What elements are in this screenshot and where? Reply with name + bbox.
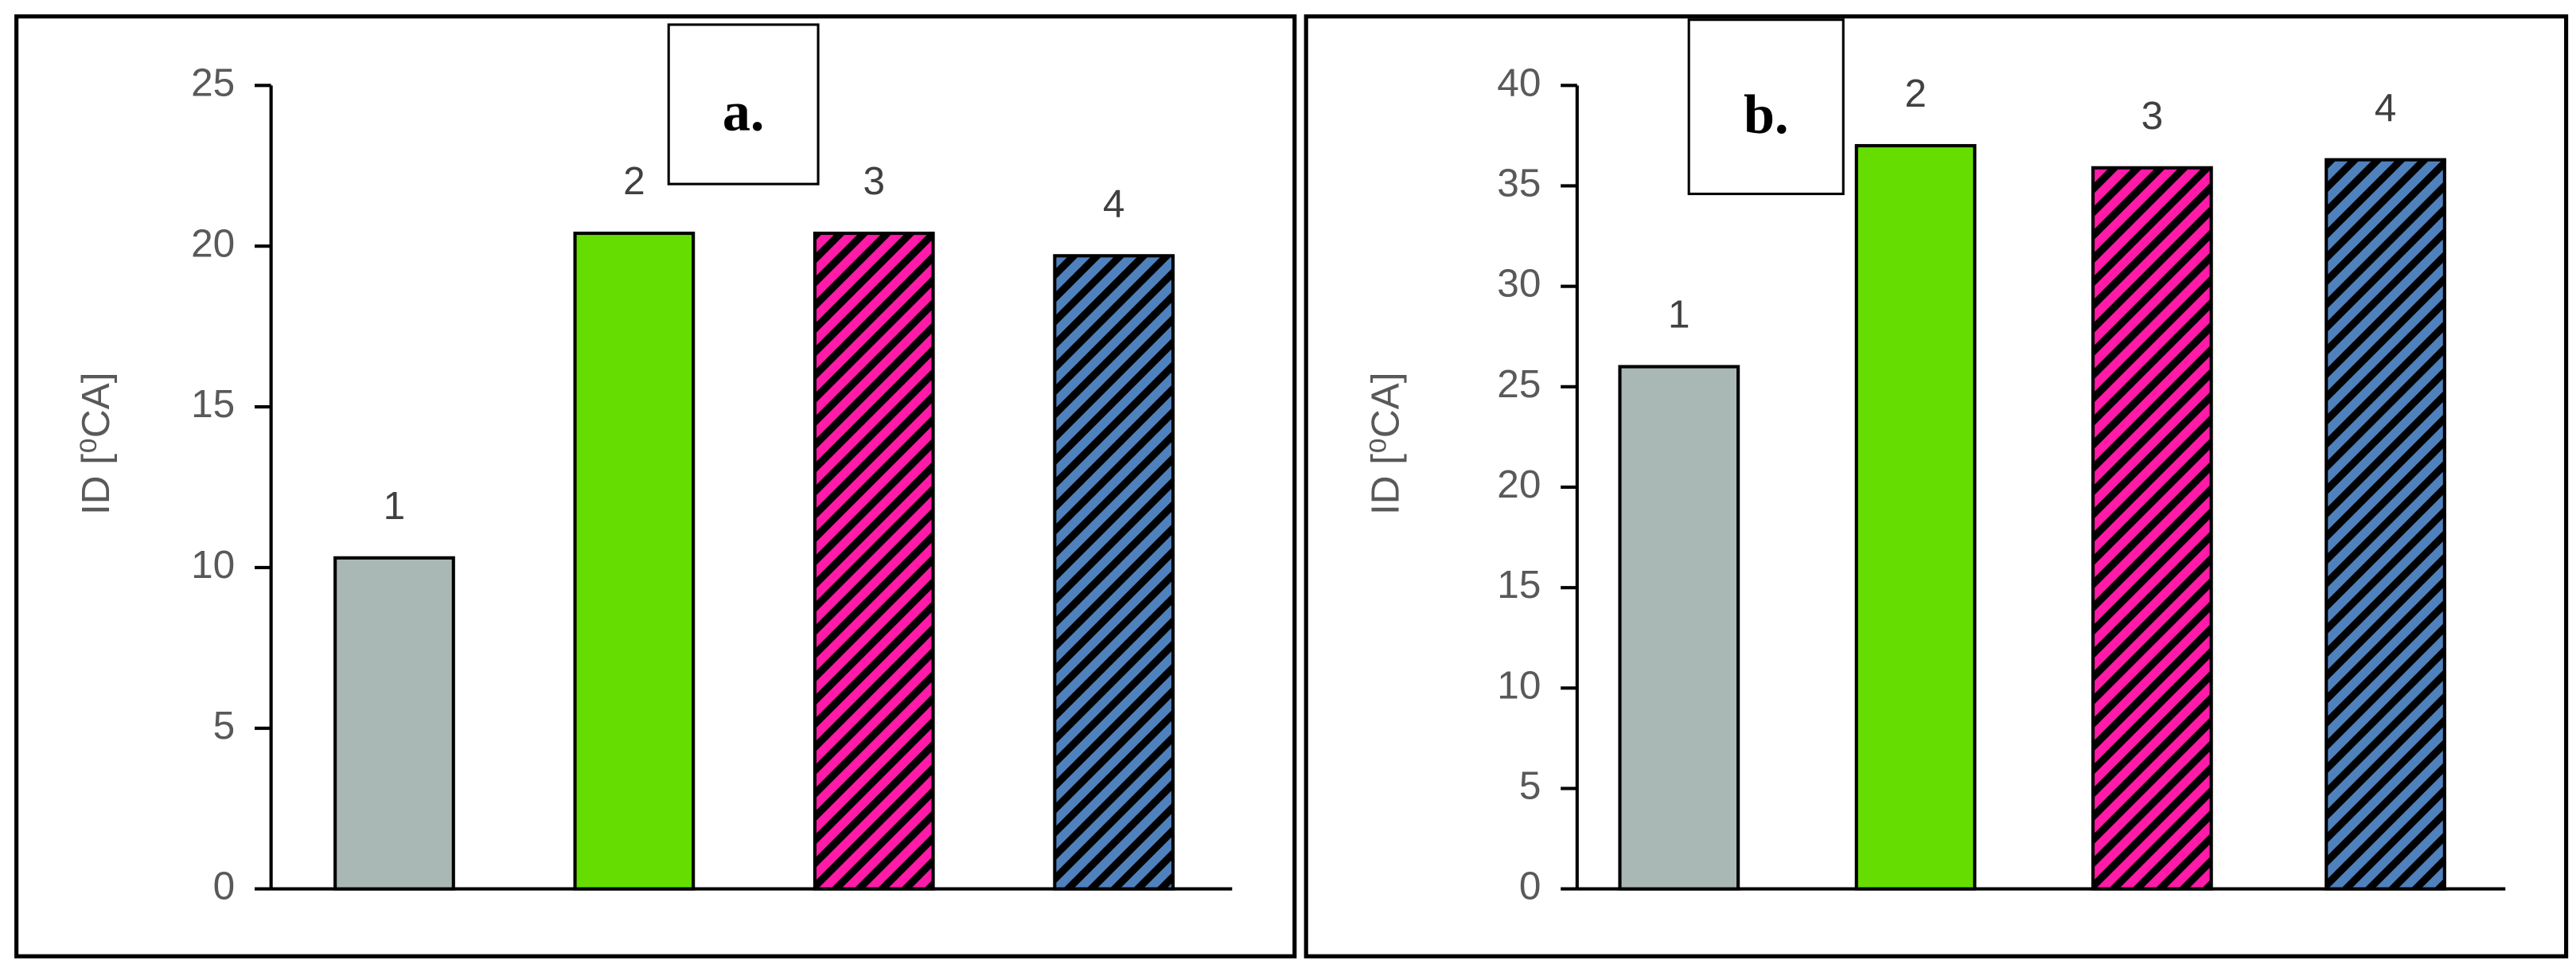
y-tick-label: 25	[1497, 362, 1541, 406]
panel-label: b.	[1744, 84, 1789, 146]
y-tick-label: 20	[1497, 463, 1541, 506]
bar-category-label: 4	[2375, 86, 2397, 130]
bar	[2325, 158, 2446, 891]
y-tick-label: 20	[191, 221, 235, 265]
y-tick-label: 0	[213, 865, 236, 908]
y-tick-label: 5	[213, 704, 236, 748]
bar	[1854, 143, 1977, 891]
y-tick-label: 35	[1497, 162, 1541, 205]
bar-category-label: 4	[1103, 182, 1125, 225]
y-axis-label: ID [⁰CA]	[1364, 373, 1408, 515]
y-tick-label: 40	[1497, 61, 1541, 104]
bar-category-label: 2	[623, 159, 645, 203]
panel-label: a.	[723, 81, 765, 143]
panel-label-box	[1687, 18, 1845, 196]
bar-category-label: 1	[384, 484, 406, 528]
bar-category-label: 3	[863, 159, 885, 203]
panel-label-box	[667, 23, 820, 185]
bar	[333, 556, 455, 891]
y-tick-label: 15	[191, 382, 235, 426]
panel-frame	[14, 14, 1297, 958]
bar-category-label: 3	[2141, 94, 2164, 138]
bar	[1618, 365, 1740, 891]
y-tick-label: 30	[1497, 262, 1541, 306]
y-tick-label: 5	[1519, 764, 1541, 808]
y-axis-label: ID [⁰CA]	[74, 373, 118, 515]
bar-category-label: 2	[1904, 72, 1927, 115]
bar	[1053, 254, 1175, 891]
y-tick-label: 10	[191, 543, 235, 587]
bar	[573, 231, 696, 891]
y-tick-label: 10	[1497, 663, 1541, 707]
bar-category-label: 1	[1668, 293, 1690, 337]
y-tick-label: 15	[1497, 563, 1541, 607]
y-tick-label: 25	[191, 61, 235, 104]
y-tick-label: 0	[1519, 865, 1541, 908]
bar	[813, 231, 935, 891]
panel-frame	[1304, 14, 2569, 958]
bar	[2091, 166, 2213, 891]
